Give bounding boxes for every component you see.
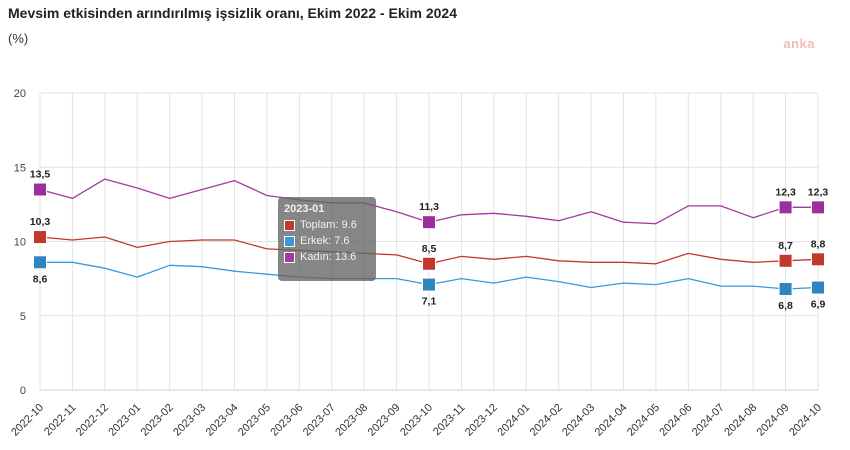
data-marker[interactable] bbox=[778, 253, 793, 268]
grid bbox=[39, 92, 819, 391]
x-tick-label: 2023-12 bbox=[463, 402, 500, 439]
x-tick-label: 2024-06 bbox=[657, 402, 694, 439]
x-tick-label: 2024-10 bbox=[787, 402, 824, 439]
y-tick-label: 15 bbox=[14, 162, 26, 174]
watermark-logo: anka bbox=[783, 36, 815, 51]
data-label: 6,9 bbox=[811, 299, 826, 311]
x-tick-label: 2023-09 bbox=[366, 402, 403, 439]
data-marker[interactable] bbox=[811, 280, 825, 295]
x-tick-label: 2023-11 bbox=[431, 402, 467, 438]
x-tick-label: 2024-02 bbox=[528, 402, 565, 439]
tooltip-row-text: Erkek: 7.6 bbox=[300, 235, 350, 247]
data-label: 13,5 bbox=[30, 169, 51, 181]
data-label: 12,3 bbox=[808, 186, 829, 198]
x-tick-label: 2022-10 bbox=[9, 402, 46, 439]
hover-tooltip: 2023-01 Toplam: 9.6 Erkek: 7.6 Kadın: 13… bbox=[278, 197, 376, 281]
y-tick-label: 0 bbox=[20, 385, 26, 397]
data-marker[interactable] bbox=[33, 230, 47, 245]
data-label: 7,1 bbox=[422, 296, 437, 308]
data-marker[interactable] bbox=[811, 200, 825, 215]
data-label: 11,3 bbox=[419, 201, 439, 213]
data-label: 8,6 bbox=[33, 273, 48, 285]
x-tick-label: 2023-05 bbox=[236, 402, 273, 439]
x-tick-label: 2024-04 bbox=[593, 402, 630, 439]
y-tick-label: 20 bbox=[14, 88, 26, 100]
x-tick-label: 2023-10 bbox=[398, 402, 435, 439]
tooltip-swatch bbox=[284, 251, 295, 263]
x-tick-label: 2023-07 bbox=[301, 402, 338, 439]
data-label: 12,3 bbox=[775, 186, 796, 198]
data-marker[interactable] bbox=[422, 256, 436, 271]
data-marker[interactable] bbox=[778, 200, 793, 215]
y-tick-label: 10 bbox=[14, 237, 26, 249]
x-tick-label: 2023-03 bbox=[171, 402, 208, 439]
tooltip-swatch bbox=[284, 219, 295, 231]
x-tick-label: 2023-04 bbox=[204, 402, 241, 439]
y-tick-label: 5 bbox=[20, 311, 26, 323]
axes: 051015202022-102022-112022-122023-012023… bbox=[9, 88, 824, 439]
x-tick-label: 2024-08 bbox=[722, 402, 759, 439]
data-label: 8,5 bbox=[422, 243, 437, 255]
tooltip-row-kadin: Kadın: 13.6 bbox=[284, 251, 370, 263]
tooltip-row-toplam: Toplam: 9.6 bbox=[284, 219, 370, 231]
x-tick-label: 2024-01 bbox=[495, 402, 532, 439]
x-tick-label: 2024-03 bbox=[560, 402, 597, 439]
tooltip-row-erkek: Erkek: 7.6 bbox=[284, 235, 370, 247]
x-tick-label: 2023-02 bbox=[139, 402, 176, 439]
data-label: 8,8 bbox=[811, 238, 826, 250]
tooltip-header: 2023-01 bbox=[284, 203, 325, 215]
tooltip-row-text: Kadın: 13.6 bbox=[300, 251, 357, 263]
data-label: 10,3 bbox=[30, 216, 51, 228]
data-marker[interactable] bbox=[422, 215, 436, 230]
data-label: 8,7 bbox=[778, 240, 793, 252]
data-marker[interactable] bbox=[33, 182, 47, 197]
data-marker[interactable] bbox=[778, 282, 793, 297]
x-tick-label: 2022-11 bbox=[42, 402, 78, 438]
data-marker[interactable] bbox=[811, 252, 825, 267]
chart-title: Mevsim etkisinden arındırılmış işsizlik … bbox=[8, 5, 457, 21]
data-labels: 10,3 8,6 13,5 8,5 7,1 11,3 8,7 6,8 12,3 8,8 6,9 12,… bbox=[30, 169, 829, 312]
x-tick-label: 2024-05 bbox=[625, 402, 662, 439]
series-markers[interactable] bbox=[33, 182, 825, 297]
data-marker[interactable] bbox=[33, 255, 47, 270]
x-tick-label: 2024-07 bbox=[690, 402, 727, 439]
x-tick-label: 2023-01 bbox=[106, 402, 143, 439]
x-tick-label: 2022-12 bbox=[74, 402, 111, 439]
x-tick-label: 2023-08 bbox=[333, 402, 370, 439]
unit-label: (%) bbox=[8, 31, 29, 46]
tooltip-swatch bbox=[284, 235, 295, 247]
x-tick-label: 2024-09 bbox=[755, 402, 792, 439]
data-label: 6,8 bbox=[778, 300, 793, 312]
data-marker[interactable] bbox=[422, 277, 436, 292]
x-tick-label: 2023-06 bbox=[268, 402, 305, 439]
tooltip-row-text: Toplam: 9.6 bbox=[300, 219, 357, 231]
